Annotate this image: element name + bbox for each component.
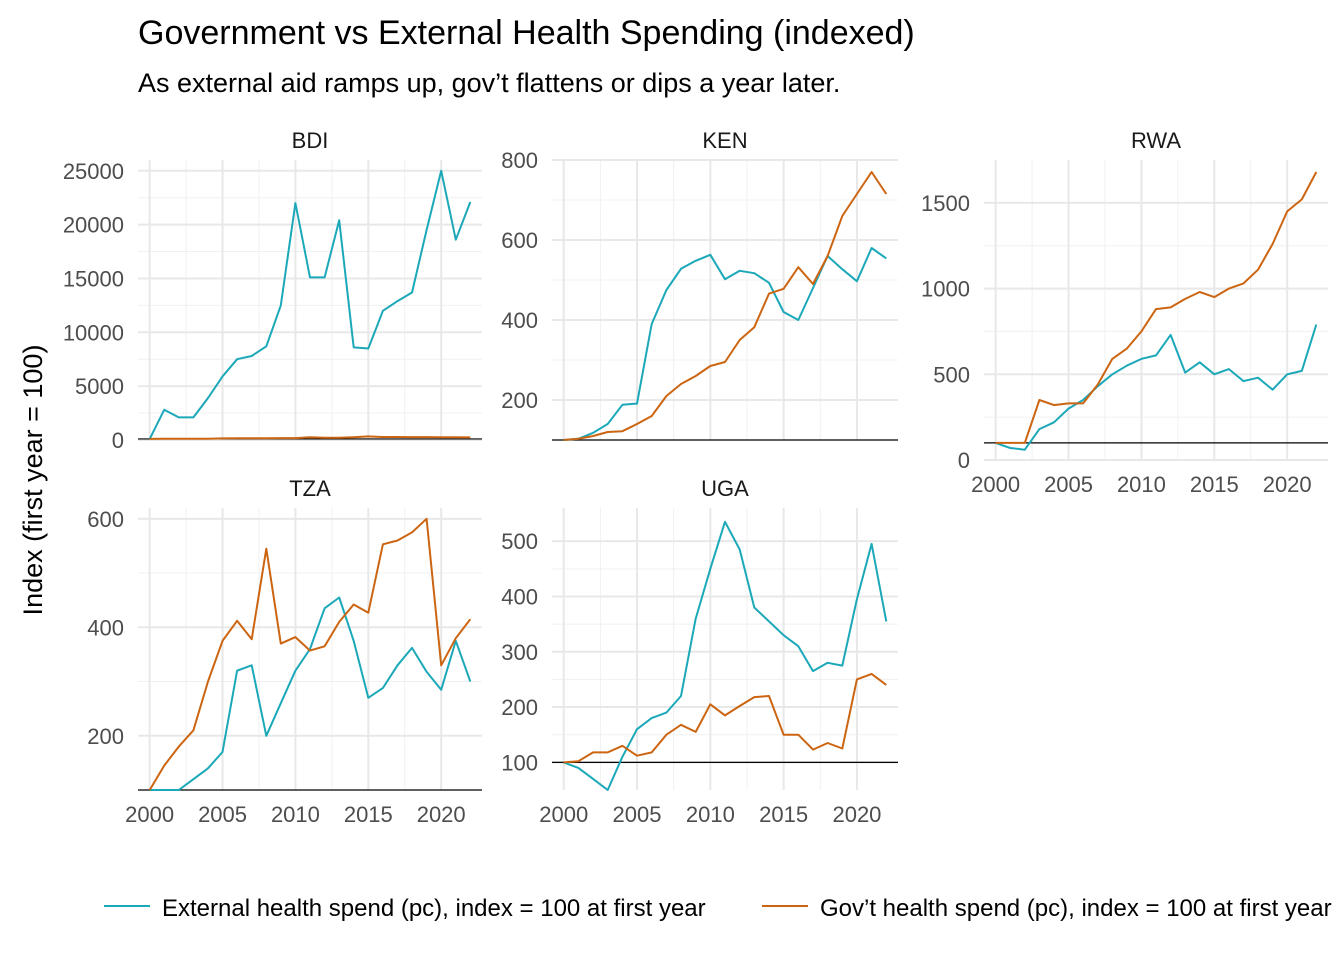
chart-title: Government vs External Health Spending (…: [138, 14, 915, 52]
y-tick-label: 300: [501, 640, 538, 665]
y-tick-label: 400: [501, 308, 538, 333]
panel-strip-label: RWA: [1131, 128, 1181, 153]
y-tick-label: 200: [501, 388, 538, 413]
series-line-government: [563, 672, 887, 764]
x-tick-label: 2015: [1190, 472, 1239, 497]
series-line-government: [149, 435, 471, 440]
x-tick-label: 2020: [832, 802, 881, 827]
x-tick-label: 2010: [271, 802, 320, 827]
y-tick-label: 400: [87, 615, 124, 640]
series-line-government: [148, 517, 472, 791]
y-tick-label: 400: [501, 584, 538, 609]
y-tick-label: 25000: [63, 159, 124, 184]
series-line-government: [995, 171, 1318, 444]
panel-uga: 100 200 300 400 500 2000 2005 2010 2015 2020 UGA: [501, 476, 898, 827]
panel-rwa: 0 500 1000 1500 2000 2005 2010 2015 2020 RWA: [921, 128, 1328, 497]
y-tick-label: 200: [87, 724, 124, 749]
y-tick-label: 20000: [63, 213, 124, 238]
x-tick-label: 2015: [759, 802, 808, 827]
x-tick-label: 2010: [686, 802, 735, 827]
series-line-external: [149, 596, 472, 791]
x-tick-label: 2005: [1044, 472, 1093, 497]
y-tick-label: 500: [933, 362, 970, 387]
y-tick-label: 10000: [63, 320, 124, 345]
y-tick-label: 600: [501, 228, 538, 253]
panel-strip-label: TZA: [289, 476, 331, 501]
x-tick-label: 2000: [125, 802, 174, 827]
y-tick-label: 5000: [75, 374, 124, 399]
legend-label-external: External health spend (pc), index = 100 …: [162, 895, 706, 922]
panels-group: 0500010000150002000025000BDI200400600800…: [63, 128, 1328, 827]
y-tick-label: 1500: [921, 191, 970, 216]
y-tick-label: 100: [501, 750, 538, 775]
panel-ken: 200 400 600 800 KEN: [501, 128, 898, 441]
x-tick-label: 2000: [539, 802, 588, 827]
y-tick-label: 0: [112, 428, 124, 453]
x-tick-label: 2010: [1117, 472, 1166, 497]
x-tick-label: 2015: [344, 802, 393, 827]
x-tick-label: 2020: [1263, 472, 1312, 497]
series-line-external: [563, 520, 888, 791]
y-tick-label: 500: [501, 529, 538, 554]
panel-strip-label: KEN: [702, 128, 747, 153]
y-tick-label: 200: [501, 695, 538, 720]
series-line-government: [563, 171, 888, 441]
y-tick-label: 15000: [63, 266, 124, 291]
series-line-external: [563, 247, 887, 441]
y-axis-label: Index (first year = 100): [18, 345, 48, 616]
x-tick-label: 2005: [198, 802, 247, 827]
chart-subtitle: As external aid ramps up, gov’t flattens…: [138, 68, 840, 98]
panel-strip-label: UGA: [701, 476, 749, 501]
legend: External health spend (pc), index = 100 …: [104, 895, 1332, 922]
panel-tza: 200 400 600 2000 2005 2010 2015 2020 TZA: [87, 476, 482, 827]
series-line-external: [148, 169, 472, 440]
y-tick-label: 800: [501, 148, 538, 173]
y-tick-label: 0: [958, 448, 970, 473]
x-tick-label: 2020: [417, 802, 466, 827]
x-tick-label: 2000: [971, 472, 1020, 497]
legend-label-government: Gov’t health spend (pc), index = 100 at …: [820, 895, 1332, 922]
x-tick-label: 2005: [613, 802, 662, 827]
y-tick-label: 600: [87, 507, 124, 532]
panel-bdi: 0 5000 10000 15000 20000 25000 BDI: [63, 128, 482, 453]
y-tick-label: 1000: [921, 277, 970, 302]
panel-strip-label: BDI: [292, 128, 329, 153]
series-line-external: [995, 324, 1318, 451]
